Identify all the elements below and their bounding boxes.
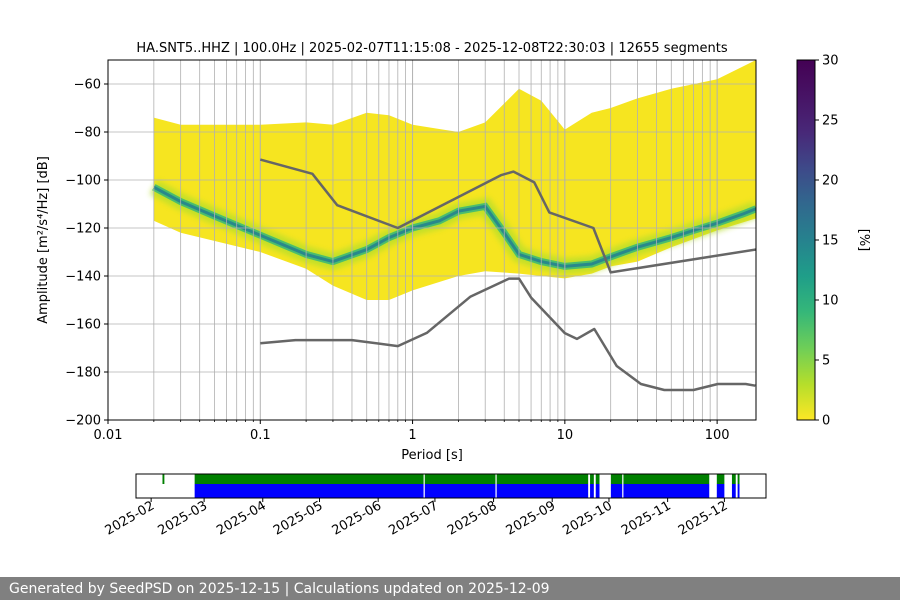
- data-availability-segment: [590, 474, 594, 484]
- colorbar-tick-label: 0: [822, 414, 830, 429]
- data-availability-segment: [737, 474, 740, 484]
- x-axis: 0.01 0.1 1 10 100: [94, 420, 730, 443]
- date-tick-label: 2025-10: [560, 498, 615, 538]
- date-tick-label: 2025-03: [156, 498, 211, 538]
- y-tick-label: −180: [65, 366, 101, 381]
- date-tick-label: 2025-08: [445, 498, 500, 538]
- grid: [108, 60, 756, 420]
- timeline-bars: [162, 474, 740, 498]
- x-tick-label: 0.1: [250, 428, 271, 443]
- psd-availability-segment: [595, 484, 600, 498]
- footer-bar: Generated by SeedPSD on 2025-12-15 | Cal…: [0, 577, 900, 600]
- colorbar-tick-label: 15: [822, 234, 839, 249]
- psd-availability-segment: [194, 484, 589, 498]
- colorbar-tick-label: 20: [822, 174, 839, 189]
- y-tick-label: −200: [65, 414, 101, 429]
- colorbar-tick-label: 25: [822, 114, 839, 129]
- x-tick-label: 10: [557, 428, 574, 443]
- nlnm-model-line: [260, 277, 756, 392]
- date-tick-label: 2025-07: [386, 498, 441, 538]
- x-tick-label: 0.01: [94, 428, 123, 443]
- x-tick-label: 100: [705, 428, 730, 443]
- availability-gap: [423, 474, 425, 498]
- colorbar-label: [%]: [856, 229, 871, 252]
- y-axis: −200 −180 −160 −140 −120 −100 −80 −60: [65, 78, 108, 429]
- data-availability-segment: [194, 474, 589, 484]
- psd-availability-segment: [731, 484, 736, 498]
- colorbar-tick-label: 5: [822, 354, 830, 369]
- y-tick-label: −160: [65, 318, 101, 333]
- data-availability-segment: [716, 474, 725, 484]
- x-axis-label: Period [s]: [401, 448, 463, 463]
- date-tick-label: 2025-04: [214, 498, 269, 538]
- date-tick-label: 2025-02: [103, 498, 158, 538]
- psd-density-band-core: [153, 185, 756, 268]
- y-tick-label: −60: [74, 78, 101, 93]
- y-tick-label: −100: [65, 174, 101, 189]
- chart-title: HA.SNT5..HHZ | 100.0Hz | 2025-02-07T11:1…: [136, 41, 727, 56]
- data-availability-segment: [610, 474, 710, 484]
- colorbar-tick-label: 30: [822, 54, 839, 69]
- data-availability-segment: [731, 474, 736, 484]
- psd-availability-segment: [716, 484, 725, 498]
- psd-availability-segment: [737, 484, 740, 498]
- data-availability-segment: [595, 474, 600, 484]
- colorbar-ticks: 0 5 10 15 20 25 30: [815, 54, 839, 429]
- psd-availability-segment: [590, 484, 594, 498]
- availability-gap: [495, 474, 497, 498]
- availability-gap: [622, 474, 624, 498]
- timeline-frame: [135, 473, 767, 499]
- date-tick-label: 2025-11: [619, 498, 674, 538]
- y-tick-label: −80: [74, 126, 101, 141]
- data-availability-segment: [162, 474, 165, 484]
- plot-frame: [107, 59, 757, 421]
- nhnm-model-line: [259, 158, 756, 274]
- date-tick-label: 2025-05: [271, 498, 326, 538]
- y-axis-label: Amplitude [m²/s⁴/Hz] [dB]: [36, 156, 51, 324]
- date-tick-label: 2025-06: [330, 498, 385, 538]
- colorbar-tick-label: 10: [822, 294, 839, 309]
- figure: HA.SNT5..HHZ | 100.0Hz | 2025-02-07T11:1…: [36, 41, 871, 539]
- psd-availability-segment: [610, 484, 710, 498]
- x-tick-label: 1: [408, 428, 416, 443]
- y-tick-label: −140: [65, 270, 101, 285]
- date-tick-label: 2025-09: [504, 498, 559, 538]
- date-tick-label: 2025-12: [676, 498, 731, 538]
- y-tick-label: −120: [65, 222, 101, 237]
- colorbar: [796, 59, 816, 421]
